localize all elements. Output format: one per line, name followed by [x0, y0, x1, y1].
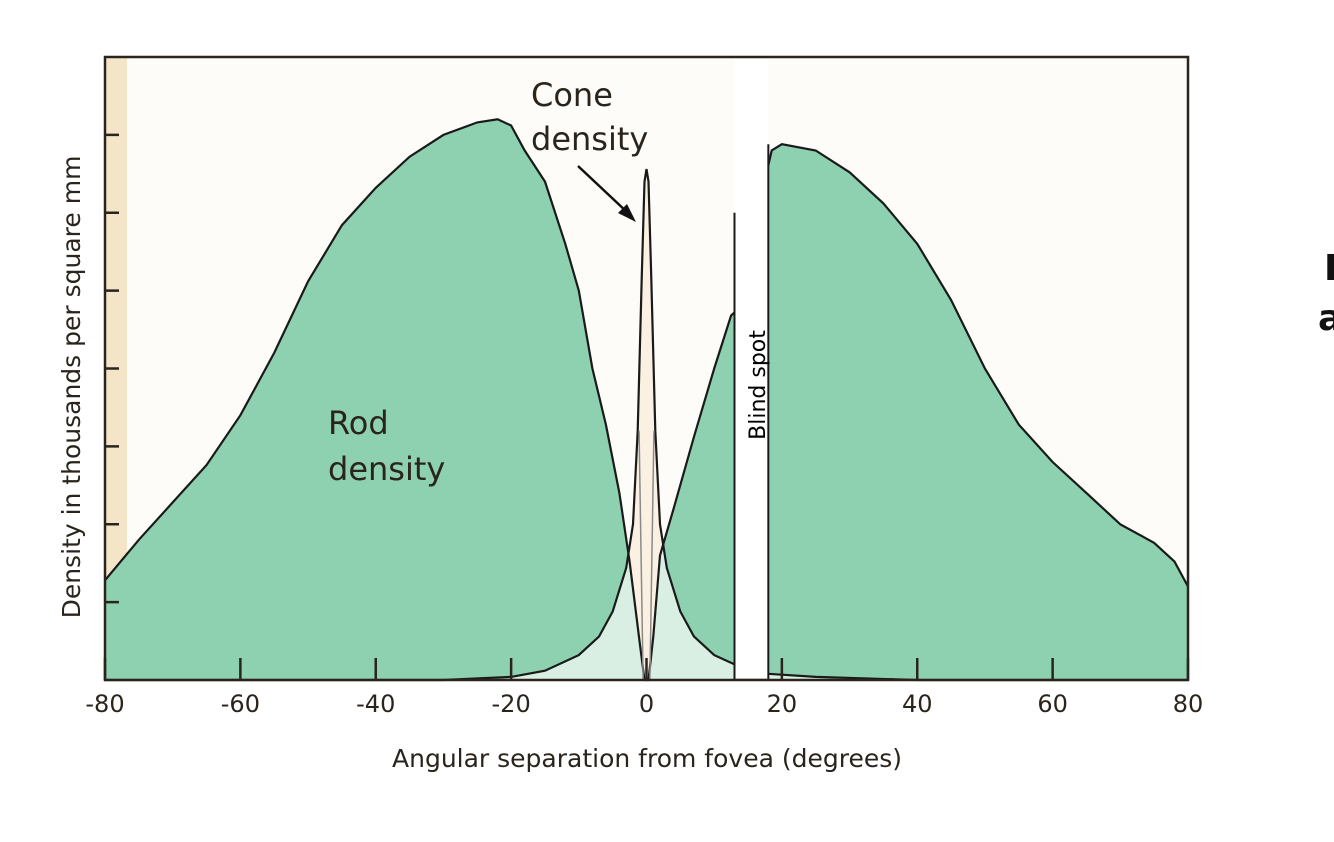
x-tick-label: 80	[1173, 690, 1204, 718]
x-tick-label: -80	[85, 690, 124, 718]
rod-density-label-line2: density	[328, 450, 445, 488]
y-axis-ticks	[105, 133, 119, 604]
cone-density-arrow	[577, 165, 636, 222]
rod-density-area	[105, 119, 1188, 681]
x-axis-title: Angular separation from fovea (degrees)	[392, 744, 902, 773]
x-tick-label: 20	[767, 690, 798, 718]
cone-density-line	[105, 168, 1188, 682]
right-edge-fragment-1: I	[1324, 248, 1334, 289]
x-tick-label: 0	[639, 690, 654, 718]
x-tick-label: 60	[1037, 690, 1068, 718]
x-tick-label: -20	[492, 690, 531, 718]
cone-density-label-line2: density	[531, 120, 648, 158]
blind-spot-label: Blind spot	[746, 330, 771, 440]
x-tick-label: -40	[356, 690, 395, 718]
y-axis-title: Density in thousands per square mm	[57, 156, 86, 619]
x-tick-label: 40	[902, 690, 933, 718]
blind-spot-gap	[734, 59, 769, 678]
x-axis-ticks: -80 -60 -40 -20 0 20 40 60 80	[85, 658, 1203, 718]
fovea-right-edge	[649, 430, 655, 681]
x-tick-label: -60	[221, 690, 260, 718]
cone-density-area	[105, 169, 1188, 680]
right-edge-fragment-2: a	[1318, 298, 1334, 339]
cone-density-label-line1: Cone	[531, 76, 613, 114]
series-layer	[104, 59, 1189, 682]
fovea-left-edge	[638, 430, 644, 681]
rod-density-label-line1: Rod	[328, 404, 389, 442]
